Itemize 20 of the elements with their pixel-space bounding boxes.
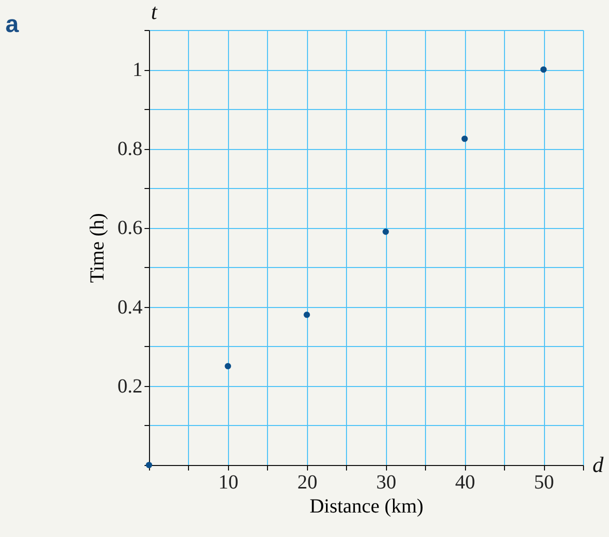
x-axis-title: Distance (km) [310,496,424,518]
y-tick-label: 0.4 [118,296,142,318]
x-tick-label: 50 [534,472,554,494]
text: a [5,11,20,38]
x-tick-label: 40 [455,472,476,494]
point [540,66,547,73]
x-tick-label: 20 [297,472,318,494]
y-tick-label: 0.8 [118,138,142,160]
text: t [150,0,158,24]
x-tick-label: 10 [218,472,238,494]
point [461,136,468,142]
y-tick-label: 1 [132,59,142,82]
x-tick-label: 30 [376,472,396,494]
y-axis-title: Time (h) [86,213,108,283]
point [224,362,232,370]
y-tick-label: 0.2 [118,375,142,398]
y-tick-label: 0.6 [118,217,142,240]
point [304,312,310,318]
point [382,228,389,235]
text: d [592,452,604,477]
